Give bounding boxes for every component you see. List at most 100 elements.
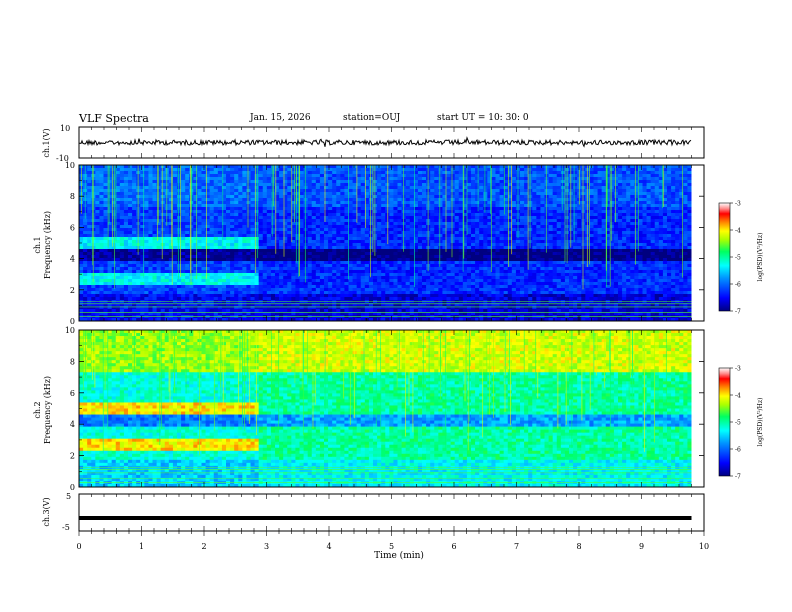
spec1-cell — [344, 207, 349, 211]
spec1-cell — [230, 252, 235, 256]
spec1-cell — [622, 207, 627, 211]
spec1-cell — [430, 204, 435, 208]
spec1-cell — [242, 174, 247, 178]
spec1-cell — [613, 171, 619, 175]
spec1-cell — [324, 216, 329, 220]
spec1-cell — [287, 210, 292, 214]
spec1-cell — [605, 165, 611, 169]
spec1-cell — [148, 249, 153, 253]
spec1-cell — [609, 258, 615, 262]
spec1-cell — [671, 204, 676, 208]
spec1-cell — [646, 237, 652, 241]
spec1-cell — [311, 225, 317, 229]
spec1-cell — [593, 237, 598, 241]
spec1-cell — [532, 234, 537, 238]
spec1-cell — [172, 177, 178, 181]
spec1-cell — [164, 264, 170, 268]
spec1-cell — [507, 207, 513, 211]
spec1-cell — [266, 183, 272, 187]
spec1-cell — [466, 198, 472, 202]
spec1-cell — [340, 171, 345, 175]
spec1-cell — [360, 255, 366, 259]
spec1-cell — [458, 252, 464, 256]
spec1-cell — [397, 252, 402, 256]
spec1-cell — [144, 168, 149, 172]
spec1-cell — [115, 246, 121, 250]
spec1-cell — [221, 195, 227, 199]
spec1-cell — [152, 222, 157, 226]
spec1-cell — [119, 171, 125, 175]
spec1-cell — [487, 222, 492, 226]
spec1-cell — [654, 189, 660, 193]
spec1-cell — [303, 258, 309, 262]
spec1-cell — [475, 216, 480, 220]
spec1-cell — [258, 219, 264, 223]
spec1-cell — [328, 261, 333, 265]
spec1-cell — [634, 240, 639, 244]
spec1-cell — [397, 231, 402, 235]
spec1-cell — [573, 201, 578, 205]
spec1-cell — [560, 225, 566, 229]
spec1-cell — [266, 210, 272, 214]
spec1-cell — [79, 216, 84, 220]
spec1-cell — [532, 237, 537, 241]
spec1-cell — [250, 180, 255, 184]
spec1-cell — [613, 231, 619, 235]
spec1-cell — [646, 261, 652, 265]
spec1-cell — [597, 213, 603, 217]
spec1-cell — [658, 219, 664, 223]
spec1-cell — [160, 261, 166, 265]
spec1-cell — [299, 237, 304, 241]
spec1-cell — [581, 198, 586, 202]
spec1-cell — [466, 207, 472, 211]
spec1-cell — [638, 216, 643, 220]
spec1-cell — [136, 255, 141, 259]
spec1-cell — [654, 222, 660, 226]
spec1-cell — [87, 207, 92, 211]
spec1-cell — [201, 234, 206, 238]
spec1-cell — [609, 225, 615, 229]
spec1-cell — [328, 246, 333, 250]
spec1-cell — [409, 168, 415, 172]
spec1-cell — [377, 225, 382, 229]
spec1-cell — [405, 189, 411, 193]
spec1-cell — [540, 261, 545, 265]
spec1-cell — [307, 207, 313, 211]
spec1-cell — [107, 171, 113, 175]
spec1-cell — [499, 234, 505, 238]
spec1-cell — [393, 210, 398, 214]
spec1-cell — [160, 186, 166, 190]
spec1-cell — [275, 216, 280, 220]
spec1-cell — [650, 213, 656, 217]
spec1-cell — [556, 186, 562, 190]
spec1-cell — [185, 246, 190, 250]
spec1-cell — [246, 237, 251, 241]
spec1-cell — [270, 246, 276, 250]
spec1-cell — [340, 198, 345, 202]
spec1-cell — [238, 189, 243, 193]
spec1-cell — [315, 180, 321, 184]
spec1-cell — [160, 231, 166, 235]
spec1-cell — [205, 228, 211, 232]
spec1-cell — [409, 261, 415, 265]
spec1-cell — [658, 186, 664, 190]
spec1-cell — [364, 201, 370, 205]
spec1-cell — [597, 210, 603, 214]
spec1-cell — [618, 252, 623, 256]
spec1-cell — [311, 174, 317, 178]
spec1-cell — [262, 195, 268, 199]
spec1-cell — [687, 207, 692, 211]
spec1-cell — [589, 195, 594, 199]
spec1-cell — [181, 216, 186, 220]
spec1-cell — [430, 210, 435, 214]
spec1-cell — [581, 228, 586, 232]
spec1-cell — [213, 240, 219, 244]
spec1-cell — [217, 183, 223, 187]
spec1-cell — [483, 207, 488, 211]
spec1-cell — [487, 219, 492, 223]
spec1-cell — [340, 204, 345, 208]
spec1-cell — [605, 195, 611, 199]
spec1-cell — [181, 168, 186, 172]
spec1-cell — [581, 183, 586, 187]
spec1-cell — [569, 195, 574, 199]
